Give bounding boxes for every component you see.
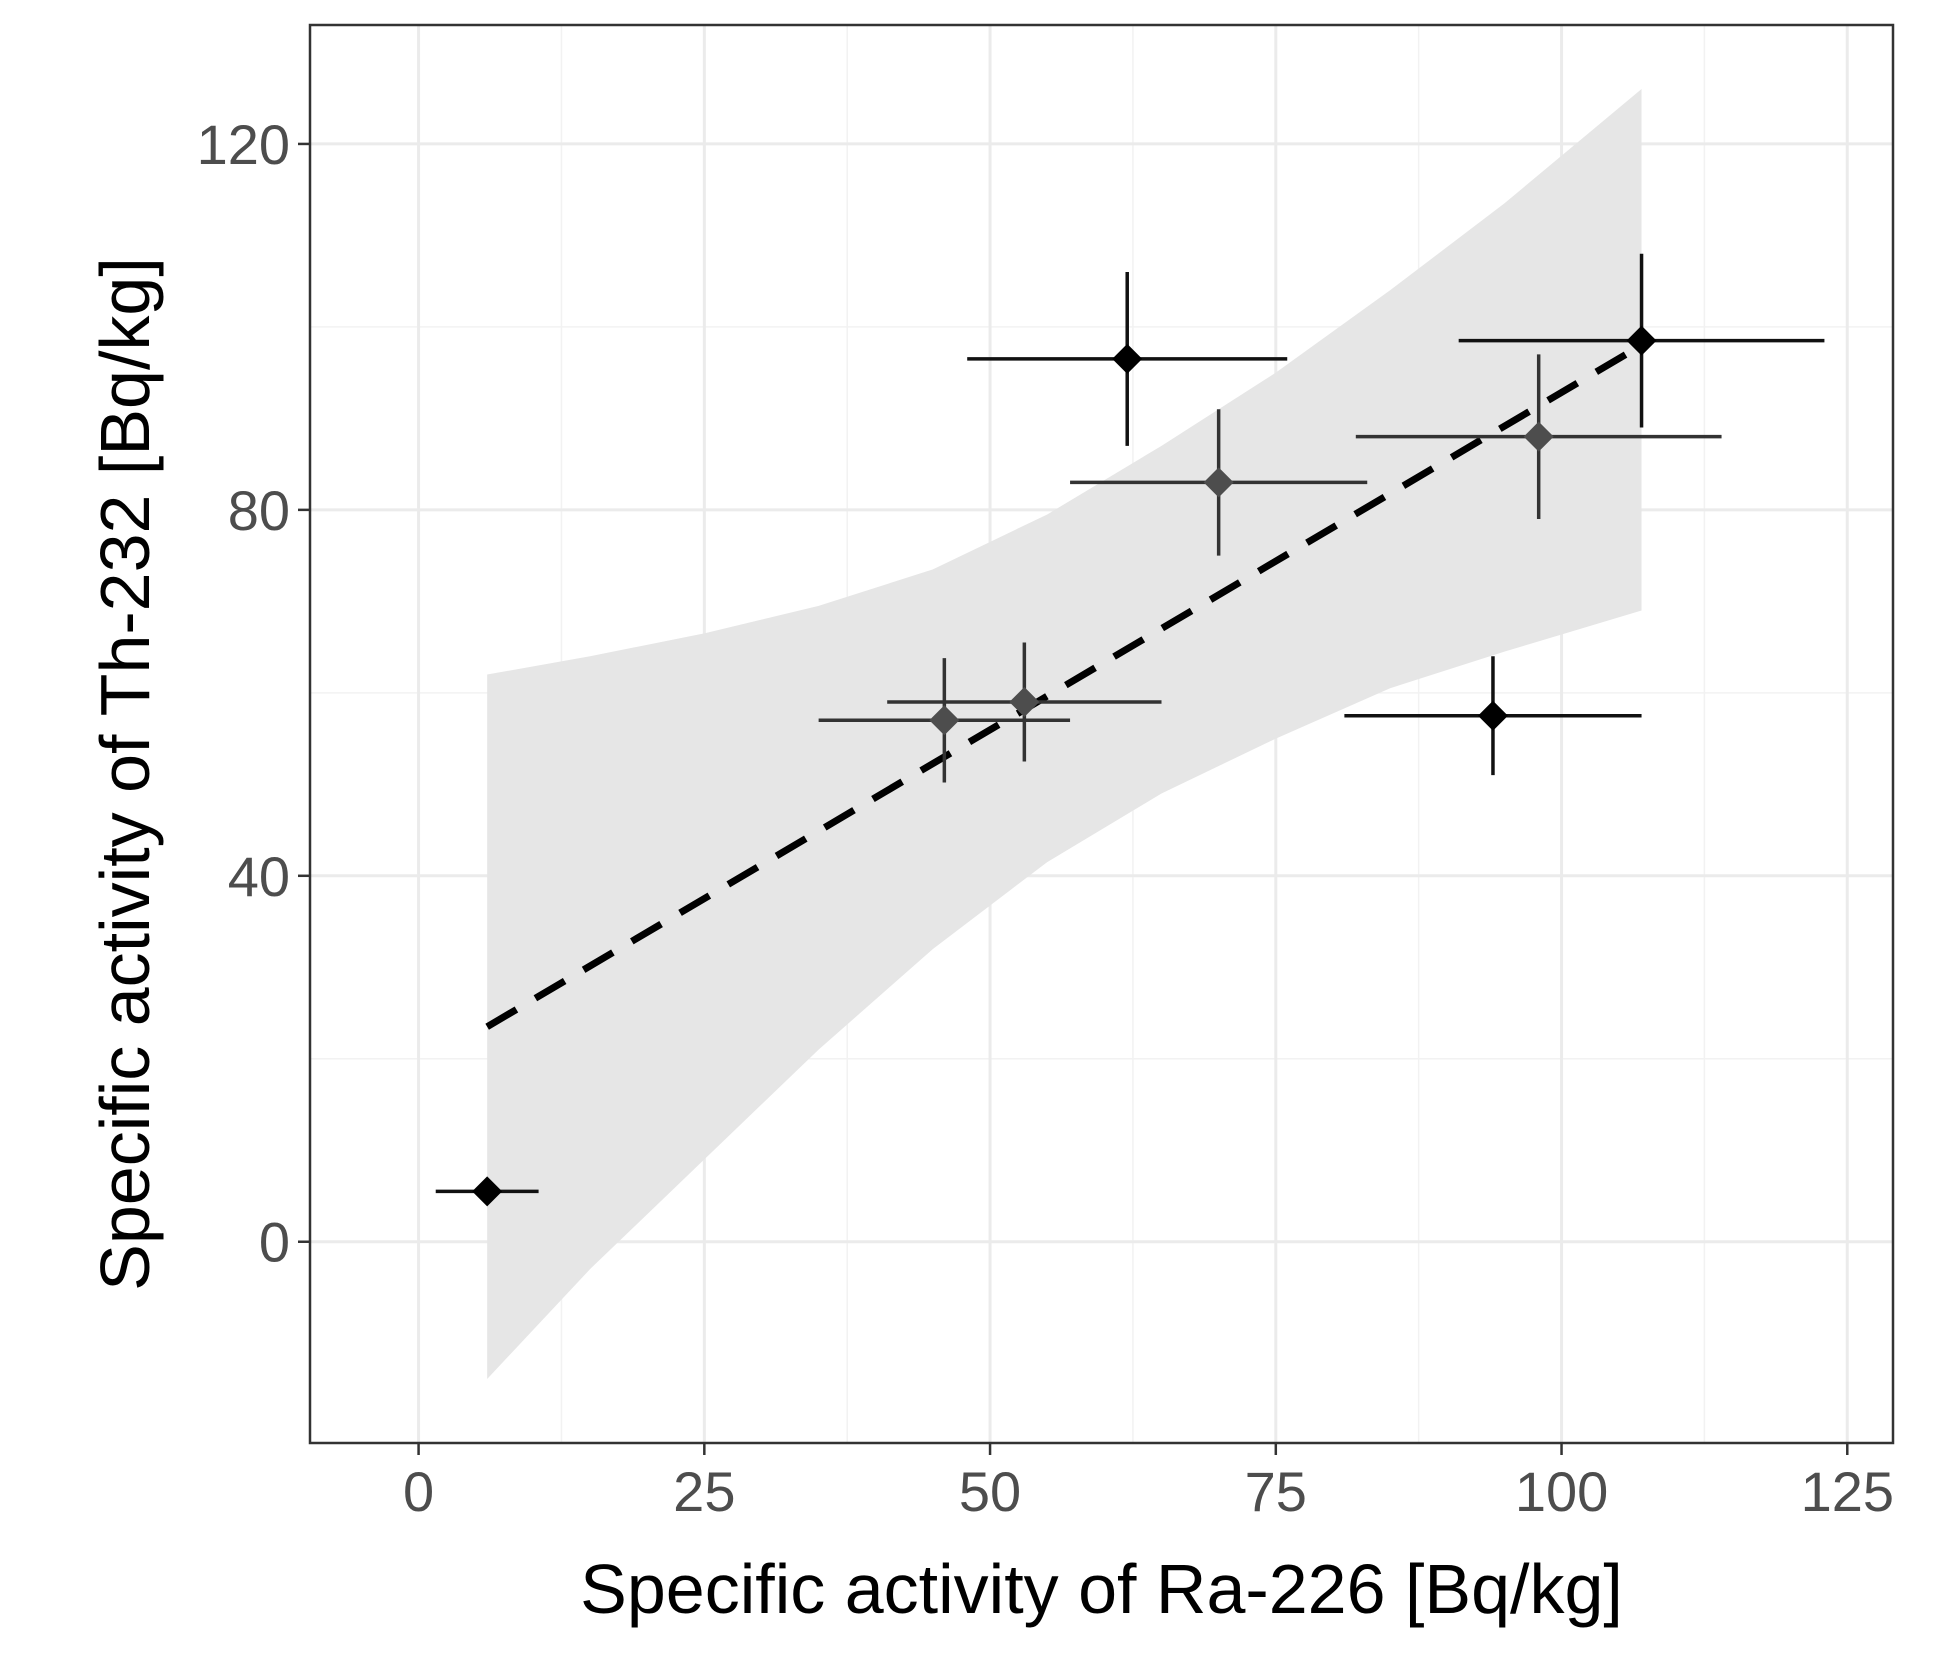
x-tick-label: 100	[1515, 1460, 1608, 1523]
data-point	[1523, 421, 1554, 452]
y-tick-label: 120	[197, 113, 290, 176]
data-point	[472, 1176, 503, 1207]
data-point	[1626, 325, 1657, 356]
x-tick-label: 0	[403, 1460, 434, 1523]
x-tick-label: 125	[1801, 1460, 1894, 1523]
data-points-layer	[472, 325, 1657, 1207]
data-point	[1477, 700, 1508, 731]
x-axis-title: Specific activity of Ra-226 [Bq/kg]	[580, 1550, 1623, 1628]
x-tick-label: 25	[673, 1460, 735, 1523]
y-tick-label: 80	[228, 479, 290, 542]
data-point	[1009, 686, 1040, 717]
confidence-band-layer	[487, 89, 1642, 1379]
data-point	[1203, 467, 1234, 498]
axis-ticks-layer: 0 25 50 75 100 125 0 40 80 120	[197, 113, 1894, 1523]
y-tick-label: 40	[228, 845, 290, 908]
data-point	[929, 705, 960, 736]
confidence-band	[487, 89, 1642, 1379]
y-axis-title: Specific activity of Th-232 [Bq/kg]	[86, 257, 164, 1291]
x-tick-label: 75	[1245, 1460, 1307, 1523]
x-tick-label: 50	[959, 1460, 1021, 1523]
data-point	[1112, 343, 1143, 374]
panel-border	[308, 23, 1895, 1445]
y-tick-label: 0	[259, 1211, 290, 1274]
